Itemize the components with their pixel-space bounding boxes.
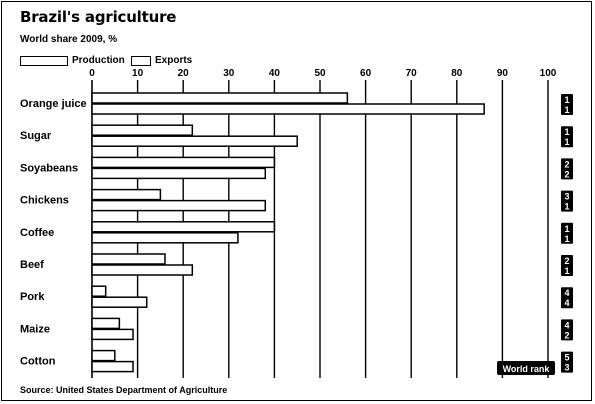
- bar-exports: [91, 264, 194, 276]
- chart-subtitle: World share 2009, %: [20, 34, 118, 45]
- chart-title: Brazil's agriculture: [20, 8, 177, 26]
- legend-exports-swatch: [131, 55, 151, 66]
- rank-badge: [561, 319, 573, 341]
- bar-exports: [91, 199, 267, 212]
- x-tick-label: 0: [89, 68, 95, 79]
- category-label: Orange juice: [20, 98, 87, 110]
- rank-badge: [561, 190, 573, 212]
- bar-production: [91, 124, 194, 136]
- rank-badge: [561, 222, 573, 244]
- bar-exports: [91, 135, 298, 147]
- rank-production: 4: [564, 320, 569, 330]
- rank-exports: 1: [564, 234, 569, 244]
- rank-production: 1: [564, 224, 569, 234]
- rank-production: 2: [564, 256, 569, 266]
- x-tick-label: 90: [497, 68, 509, 79]
- rank-exports: 4: [564, 298, 569, 308]
- bar-exports: [91, 328, 134, 341]
- rank-badge: [561, 351, 573, 373]
- rank-production: 2: [564, 159, 569, 169]
- category-label: Maize: [20, 323, 50, 335]
- rank-badge: [561, 126, 573, 148]
- rank-production: 4: [564, 288, 569, 298]
- rank-production: 3: [564, 192, 569, 202]
- bar-exports: [91, 167, 267, 180]
- x-tick-label: 80: [451, 68, 463, 79]
- rank-production: 1: [564, 127, 569, 137]
- rank-exports: 2: [564, 169, 569, 179]
- rank-badge: [561, 94, 573, 115]
- x-tick-label: 20: [178, 68, 190, 79]
- category-label: Sugar: [20, 130, 52, 142]
- bar-production: [91, 349, 116, 362]
- x-tick-label: 30: [223, 68, 235, 79]
- bar-production: [91, 317, 121, 330]
- rank-exports: 1: [564, 137, 569, 147]
- bar-exports: [91, 360, 134, 373]
- rank-production: 5: [564, 353, 569, 363]
- rank-exports: 3: [564, 363, 569, 373]
- source-note: Source: United States Department of Agri…: [20, 385, 228, 395]
- legend-production-swatch: [20, 55, 68, 66]
- bar-exports: [91, 296, 148, 308]
- legend-production-label: Production: [72, 55, 125, 66]
- rank-badge: [561, 158, 573, 180]
- category-label: Beef: [20, 259, 44, 271]
- bar-exports: [91, 103, 485, 115]
- bar-exports: [91, 232, 239, 244]
- category-label: Chickens: [20, 195, 69, 207]
- category-label: Pork: [20, 291, 45, 303]
- x-tick-label: 50: [314, 68, 326, 79]
- x-tick-label: 10: [132, 68, 144, 79]
- bar-production: [91, 188, 162, 201]
- category-label: Cotton: [20, 356, 56, 368]
- bar-production: [91, 285, 107, 297]
- legend-exports: Exports: [131, 55, 192, 66]
- rank-exports: 2: [564, 330, 569, 340]
- rank-exports: 1: [564, 266, 569, 276]
- category-label: Coffee: [20, 227, 54, 239]
- rank-badge: [561, 287, 573, 309]
- rank-exports: 1: [564, 202, 569, 212]
- bar-production: [91, 156, 276, 169]
- bar-production: [91, 221, 276, 233]
- annotation-box: [497, 361, 555, 375]
- bar-production: [91, 92, 349, 104]
- rank-exports: 1: [564, 105, 569, 115]
- x-tick-label: 100: [540, 68, 557, 79]
- category-label: Soyabeans: [20, 162, 78, 174]
- rank-badge: [561, 255, 573, 276]
- x-tick-label: 60: [360, 68, 372, 79]
- legend-exports-label: Exports: [155, 55, 193, 66]
- rank-production: 1: [564, 95, 569, 105]
- legend-production: Production: [20, 55, 125, 66]
- x-tick-label: 40: [269, 68, 281, 79]
- x-tick-label: 70: [406, 68, 418, 79]
- bar-production: [91, 253, 166, 265]
- annotation-label: World rank: [503, 364, 551, 374]
